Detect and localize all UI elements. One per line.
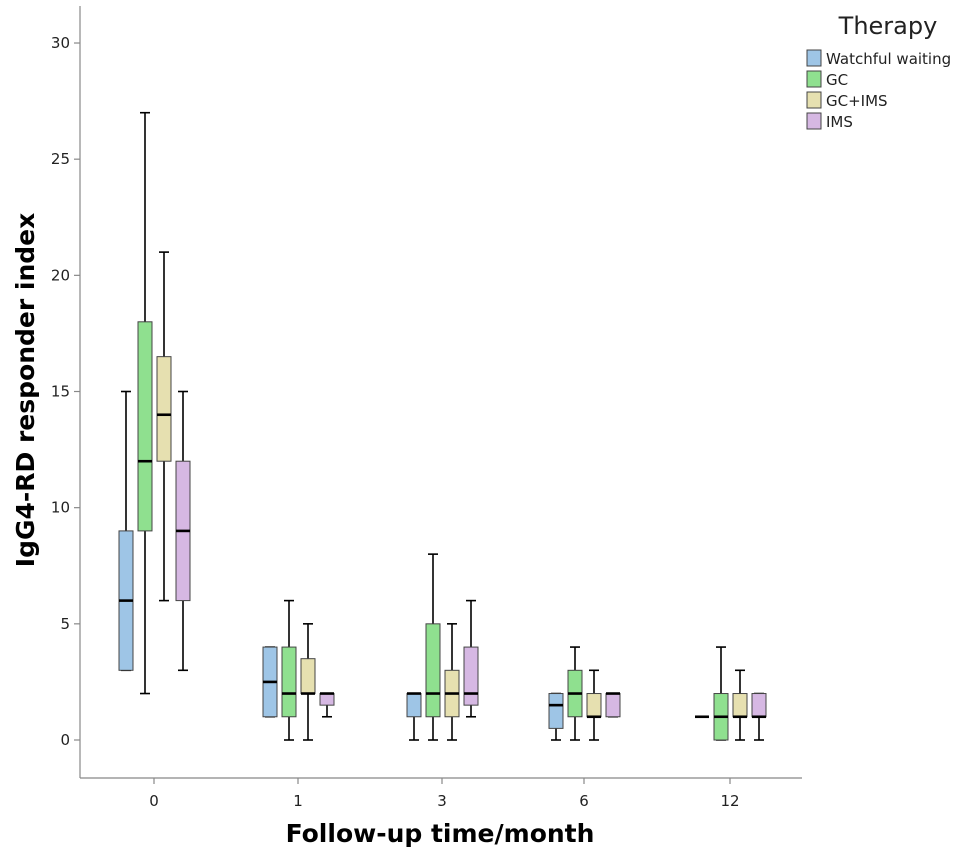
legend-swatch: [806, 49, 822, 67]
box-iqr: [156, 356, 172, 462]
y-axis-title: IgG4-RD responder index: [11, 213, 40, 567]
box-iqr: [137, 321, 153, 532]
box-ims-1: [319, 692, 335, 718]
boxes: [118, 111, 767, 741]
legend-swatch: [806, 91, 822, 109]
legend-label: GC: [826, 71, 848, 89]
y-tick-label: 0: [60, 731, 70, 749]
box-gc-ims-6: [586, 669, 602, 741]
box-gc-3: [425, 553, 441, 741]
box-watchful-waiting-6: [548, 692, 564, 741]
legend-title: Therapy: [838, 12, 938, 40]
box-gc-0: [137, 111, 153, 695]
box-iqr: [281, 646, 297, 718]
box-watchful-waiting-3: [406, 692, 422, 741]
x-axis-title: Follow-up time/month: [286, 819, 595, 848]
legend-swatch: [806, 70, 822, 88]
legend-label: IMS: [826, 113, 853, 131]
box-iqr: [751, 693, 767, 718]
box-gc-1: [281, 599, 297, 741]
box-gc-ims-1: [300, 623, 316, 741]
y-tick-label: 15: [51, 383, 70, 401]
box-ims-0: [175, 390, 191, 672]
x-tick-label: 12: [720, 792, 739, 810]
y-tick-label: 30: [51, 34, 70, 52]
y-tick-label: 5: [60, 615, 70, 633]
axes: 0 5 10 15 20 25 30 0 1 3 6 12: [51, 6, 802, 810]
y-tick-label: 10: [51, 499, 70, 517]
x-tick-label: 3: [437, 792, 447, 810]
legend: Therapy Watchful waiting GC GC+IMS IMS: [806, 12, 951, 131]
box-gc-ims-0: [156, 251, 172, 602]
box-iqr: [425, 623, 441, 718]
box-gc-12: [713, 646, 729, 741]
box-gc-ims-12: [732, 669, 748, 741]
legend-label: Watchful waiting: [826, 50, 951, 68]
box-iqr: [586, 693, 602, 718]
legend-swatch: [806, 112, 822, 130]
box-iqr: [732, 693, 748, 718]
x-tick-label: 1: [293, 792, 303, 810]
box-ims-3: [463, 599, 479, 718]
box-watchful-waiting-0: [118, 390, 134, 672]
y-tick-label: 25: [51, 150, 70, 168]
y-tick-label: 20: [51, 266, 70, 284]
box-ims-6: [605, 692, 621, 718]
box-watchful-waiting-1: [262, 646, 278, 718]
x-tick-label: 0: [149, 792, 159, 810]
box-iqr: [548, 693, 564, 729]
legend-label: GC+IMS: [826, 92, 888, 110]
box-iqr: [605, 693, 621, 718]
box-gc-ims-3: [444, 623, 460, 741]
box-iqr: [406, 693, 422, 718]
box-ims-12: [751, 692, 767, 741]
box-iqr: [463, 646, 479, 706]
box-iqr: [300, 658, 316, 695]
x-tick-label: 6: [579, 792, 589, 810]
box-gc-6: [567, 646, 583, 741]
box-iqr: [319, 693, 335, 706]
